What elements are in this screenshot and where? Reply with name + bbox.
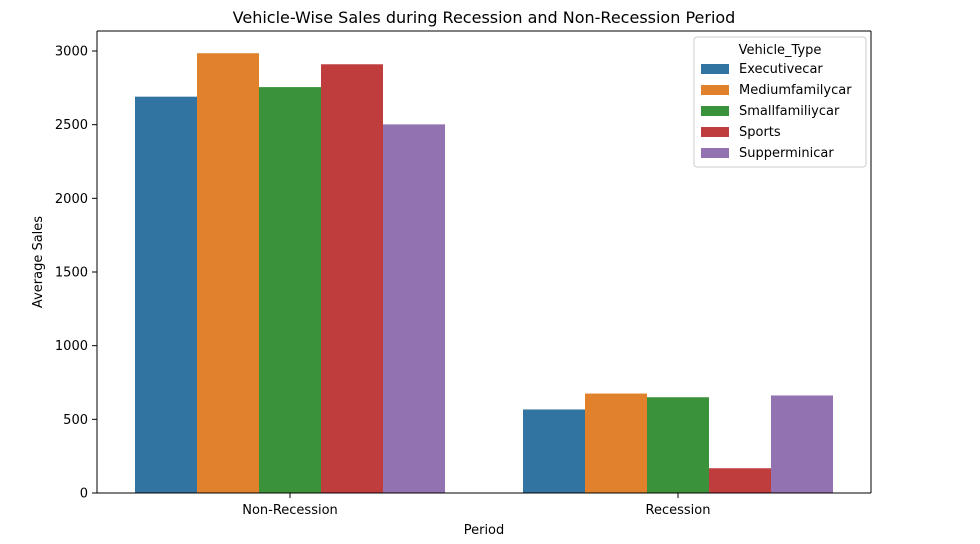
legend-label-smallfamiliycar: Smallfamiliycar bbox=[739, 104, 840, 119]
legend-label-executivecar: Executivecar bbox=[739, 62, 823, 77]
y-tick-label-1500: 1500 bbox=[55, 266, 88, 281]
y-tick-label-1000: 1000 bbox=[55, 339, 88, 354]
legend-swatch-supperminicar bbox=[701, 148, 729, 158]
x-tick-label-non-recession: Non-Recession bbox=[242, 503, 338, 518]
legend-items: Executivecar Mediumfamilycar Smallfamiliyc… bbox=[701, 62, 852, 161]
legend-swatch-executivecar bbox=[701, 64, 729, 74]
legend-label-sports: Sports bbox=[739, 125, 781, 140]
chart-title: Vehicle-Wise Sales during Recession and … bbox=[233, 8, 736, 27]
legend-swatch-smallfamiliycar bbox=[701, 106, 729, 116]
bar-group bbox=[135, 53, 833, 494]
bar-smallfamiliycar-recession bbox=[647, 397, 709, 493]
x-tick-label-recession: Recession bbox=[646, 503, 711, 518]
bar-mediumfamilycar-recession bbox=[585, 393, 647, 493]
legend-swatch-mediumfamilycar bbox=[701, 85, 729, 95]
y-tick-label-500: 500 bbox=[63, 413, 88, 428]
y-tick-label-0: 0 bbox=[80, 487, 88, 502]
y-tick-label-3000: 3000 bbox=[55, 45, 88, 60]
bar-smallfamiliycar-non-recession bbox=[259, 87, 321, 493]
x-axis-label: Period bbox=[464, 523, 505, 538]
legend-label-supperminicar: Supperminicar bbox=[739, 146, 834, 161]
y-tick-label-2500: 2500 bbox=[55, 118, 88, 133]
legend: Vehicle_Type Executivecar Mediumfamilycar… bbox=[693, 36, 867, 168]
legend-title: Vehicle_Type bbox=[739, 43, 822, 58]
y-axis-ticks: 0 500 1000 1500 2000 2500 3000 bbox=[55, 45, 97, 502]
bar-sports-non-recession bbox=[321, 64, 383, 493]
bar-executivecar-non-recession bbox=[135, 96, 197, 493]
bar-mediumfamilycar-non-recession bbox=[197, 53, 259, 494]
x-axis-ticks: Non-Recession Recession bbox=[242, 493, 710, 518]
bar-supperminicar-recession bbox=[771, 395, 833, 493]
y-axis-label: Average Sales bbox=[31, 216, 46, 308]
legend-swatch-sports bbox=[701, 127, 729, 137]
bar-executivecar-recession bbox=[523, 409, 585, 493]
y-tick-label-2000: 2000 bbox=[55, 192, 88, 207]
legend-box bbox=[693, 36, 867, 168]
bar-supperminicar-non-recession bbox=[383, 124, 445, 493]
legend-label-mediumfamilycar: Mediumfamilycar bbox=[739, 83, 852, 98]
bar-sports-recession bbox=[709, 468, 771, 493]
